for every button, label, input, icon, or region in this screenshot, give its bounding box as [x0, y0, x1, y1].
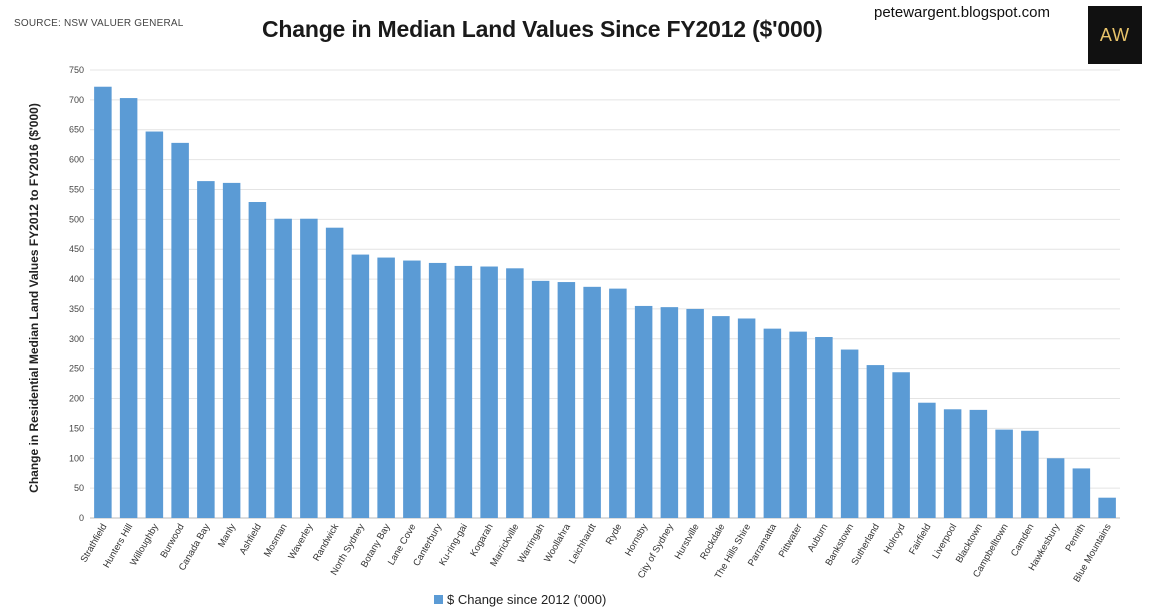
bar [428, 262, 447, 518]
bar [1072, 468, 1091, 518]
bar [274, 218, 292, 518]
bar [686, 308, 704, 518]
y-tick-label: 250 [69, 364, 84, 374]
bar [660, 307, 679, 518]
bar [840, 349, 859, 518]
bar [351, 254, 370, 519]
x-tick-label: Camden [1009, 522, 1036, 559]
bar [866, 365, 885, 518]
x-tick-label: Liverpool [930, 522, 959, 561]
x-tick-label: Pittwater [777, 522, 805, 560]
bar [918, 402, 936, 518]
x-tick-label: Penrith [1063, 522, 1088, 554]
bar [1046, 458, 1065, 518]
bar [995, 429, 1013, 518]
x-tick-label: Ashfield [238, 522, 264, 557]
x-tick-label: Manly [216, 522, 238, 550]
bar [506, 268, 524, 518]
y-tick-label: 0 [79, 513, 84, 523]
x-tick-label: Burwood [158, 522, 186, 560]
bar [403, 260, 421, 518]
x-tick-label: Auburn [806, 522, 831, 554]
bar [94, 86, 112, 518]
bar [531, 280, 550, 518]
x-tick-label: Holroyd [882, 522, 908, 556]
bars [94, 86, 1116, 519]
x-tick-label: Ryde [604, 522, 625, 547]
y-tick-label: 450 [69, 244, 84, 254]
legend-swatch [434, 595, 443, 604]
gridlines [90, 69, 1120, 519]
bar [454, 265, 473, 518]
chart-title: Change in Median Land Values Since FY201… [262, 16, 823, 42]
y-tick-label: 150 [69, 423, 84, 433]
bar [145, 131, 164, 518]
bar [377, 257, 395, 518]
y-tick-label: 700 [69, 95, 84, 105]
source-note: SOURCE: NSW VALUER GENERAL [14, 18, 184, 29]
y-tick-label: 50 [74, 483, 84, 493]
y-axis: 0 50 100 150 200 250 300 350 400 450 500 550 600 650 7… [69, 65, 84, 523]
bar [892, 372, 910, 518]
bar [171, 142, 189, 518]
bar [222, 182, 241, 518]
bar [480, 266, 498, 518]
x-tick-label: Hornsby [623, 522, 650, 558]
bar [1098, 497, 1116, 518]
bar [943, 409, 962, 518]
bar [634, 305, 653, 518]
legend-label: $ Change since 2012 ('000) [447, 592, 607, 607]
bar [737, 318, 756, 518]
bar [557, 282, 576, 518]
bar [248, 202, 267, 518]
bar [300, 218, 318, 518]
aw-logo: AW [1088, 6, 1142, 64]
y-tick-label: 350 [69, 304, 84, 314]
bar [583, 286, 601, 518]
x-tick-label: Hurstville [673, 522, 702, 561]
bar [712, 316, 730, 518]
bar [609, 288, 627, 518]
x-tick-label: Fairfield [907, 522, 933, 557]
bar [789, 331, 807, 518]
bar [1021, 430, 1039, 518]
blog-url: petewargent.blogspot.com [874, 4, 1050, 21]
bar [197, 181, 215, 518]
y-tick-label: 550 [69, 184, 84, 194]
bar [119, 98, 138, 518]
y-tick-label: 750 [69, 65, 84, 75]
y-tick-label: 400 [69, 274, 84, 284]
y-tick-label: 300 [69, 334, 84, 344]
bar [815, 337, 833, 518]
x-tick-label: Kogarah [468, 522, 495, 559]
y-tick-label: 650 [69, 125, 84, 135]
y-tick-label: 500 [69, 214, 84, 224]
bar [763, 328, 782, 518]
y-tick-label: 200 [69, 394, 84, 404]
legend: $ Change since 2012 ('000) [434, 592, 606, 607]
y-tick-label: 600 [69, 155, 84, 165]
x-tick-label: Mosman [262, 522, 290, 559]
y-tick-label: 100 [69, 453, 84, 463]
bar [325, 227, 344, 519]
bar [969, 409, 988, 518]
y-axis-title: Change in Residential Median Land Values… [27, 103, 41, 493]
